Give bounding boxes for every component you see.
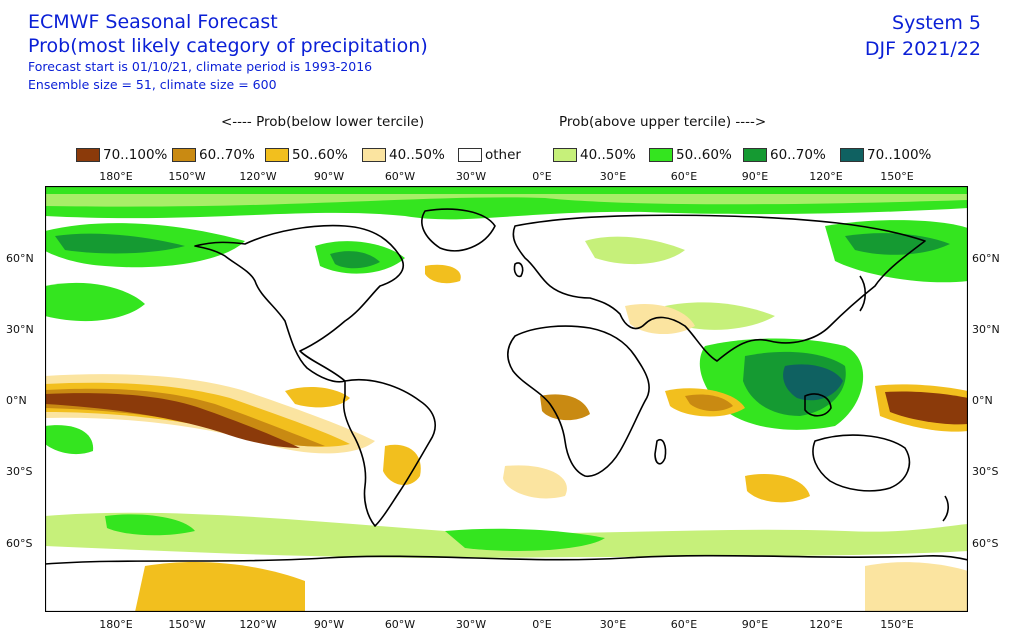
lon-label: 120°W — [239, 170, 277, 183]
lon-label: 0°E — [532, 170, 552, 183]
antarctica-coast — [45, 554, 968, 565]
map-canvas — [45, 186, 968, 612]
lat-label: 30°N — [972, 323, 1000, 336]
map-frame — [45, 186, 968, 612]
season-label: DJF 2021/22 — [864, 38, 981, 60]
mid-lat-wet-patches — [45, 220, 968, 330]
lon-label: 150°W — [168, 618, 206, 631]
below-tercile-label: <---- Prob(below lower tercile) — [221, 114, 425, 130]
eurasia-coast — [512, 214, 926, 362]
legend-swatch — [172, 148, 196, 162]
legend-label: 40..50% — [580, 147, 636, 163]
lon-label: 30°E — [599, 618, 627, 631]
uk-coast — [513, 262, 524, 278]
legend: 70..100% 60..70% 50..60% 40..50% other 4… — [0, 146, 1014, 166]
system-label: System 5 — [892, 12, 981, 34]
lon-label: 30°W — [455, 170, 487, 183]
legend-swatch — [743, 148, 767, 162]
greenland-coast — [421, 208, 496, 252]
north-america-coast — [194, 224, 404, 383]
madagascar-coast — [654, 439, 667, 465]
lon-label: 180°E — [99, 170, 133, 183]
lon-label: 150°E — [880, 618, 914, 631]
lon-labels-top: 180°E 150°W 120°W 90°W 60°W 30°W 0°E 30°… — [0, 170, 1014, 184]
legend-label: 60..70% — [199, 147, 255, 163]
legend-label: 50..60% — [676, 147, 732, 163]
africa-coast — [507, 325, 650, 477]
legend-swatch — [76, 148, 100, 162]
lat-label: 30°S — [6, 465, 33, 478]
coastlines — [45, 208, 968, 565]
legend-label: 40..50% — [389, 147, 445, 163]
japan-coast — [859, 275, 867, 312]
lon-label: 60°W — [384, 170, 416, 183]
south-america-coast — [342, 378, 436, 527]
lat-label: 60°N — [972, 252, 1000, 265]
new-zealand-coast — [942, 495, 949, 522]
system-block: System 5 DJF 2021/22 — [865, 10, 981, 62]
lon-label: 120°E — [809, 618, 843, 631]
lat-label: 30°N — [6, 323, 34, 336]
legend-item: 60..70% — [172, 146, 255, 164]
lon-label: 60°E — [670, 170, 698, 183]
legend-swatch — [458, 148, 482, 162]
forecast-start-line: Forecast start is 01/10/21, climate peri… — [28, 59, 373, 74]
legend-swatch — [840, 148, 864, 162]
forecast-map — [45, 186, 968, 612]
lon-label: 90°W — [313, 618, 345, 631]
legend-item: 40..50% — [362, 146, 445, 164]
lon-label: 90°E — [741, 170, 769, 183]
lon-label: 60°E — [670, 618, 698, 631]
legend-label: 60..70% — [770, 147, 826, 163]
borneo-coast — [804, 393, 832, 417]
lat-label: 60°S — [972, 537, 999, 550]
lon-label: 30°E — [599, 170, 627, 183]
lon-label: 30°W — [455, 618, 487, 631]
lat-label: 0°N — [6, 394, 27, 407]
legend-item: 50..60% — [265, 146, 348, 164]
legend-item: 40..50% — [553, 146, 636, 164]
arctic-wet-band — [45, 186, 968, 220]
legend-swatch — [649, 148, 673, 162]
southern-ocean-wet — [45, 425, 968, 558]
legend-label: other — [485, 147, 521, 163]
legend-label: 70..100% — [867, 147, 932, 163]
lon-labels-bottom: 180°E 150°W 120°W 90°W 60°W 30°W 0°E 30°… — [0, 618, 1014, 632]
lat-label: 30°S — [972, 465, 999, 478]
legend-item: 70..100% — [76, 146, 167, 164]
legend-swatch — [362, 148, 386, 162]
australia-coast — [812, 434, 911, 492]
legend-swatch — [265, 148, 289, 162]
lat-label: 60°N — [6, 252, 34, 265]
dry-patches — [135, 264, 968, 612]
lon-label: 120°W — [239, 618, 277, 631]
lon-label: 90°E — [741, 618, 769, 631]
legend-item: 70..100% — [840, 146, 931, 164]
lon-label: 180°E — [99, 618, 133, 631]
lat-label: 0°N — [972, 394, 993, 407]
legend-swatch — [553, 148, 577, 162]
lat-label: 60°S — [6, 537, 33, 550]
ensemble-size-line: Ensemble size = 51, climate size = 600 — [28, 77, 277, 92]
lon-label: 150°E — [880, 170, 914, 183]
map-title: ECMWF Seasonal Forecast — [28, 11, 278, 33]
legend-label: 50..60% — [292, 147, 348, 163]
legend-item: 50..60% — [649, 146, 732, 164]
legend-item: 60..70% — [743, 146, 826, 164]
pacific-dry-tongue — [45, 374, 968, 454]
lon-label: 90°W — [313, 170, 345, 183]
legend-label: 70..100% — [103, 147, 168, 163]
lon-label: 120°E — [809, 170, 843, 183]
lon-label: 0°E — [532, 618, 552, 631]
legend-item: other — [458, 146, 521, 164]
above-tercile-label: Prob(above upper tercile) ----> — [559, 114, 767, 130]
title-block: ECMWF Seasonal Forecast Prob(most likely… — [28, 10, 428, 94]
lon-label: 150°W — [168, 170, 206, 183]
map-subtitle: Prob(most likely category of precipitati… — [28, 35, 428, 57]
lon-label: 60°W — [384, 618, 416, 631]
